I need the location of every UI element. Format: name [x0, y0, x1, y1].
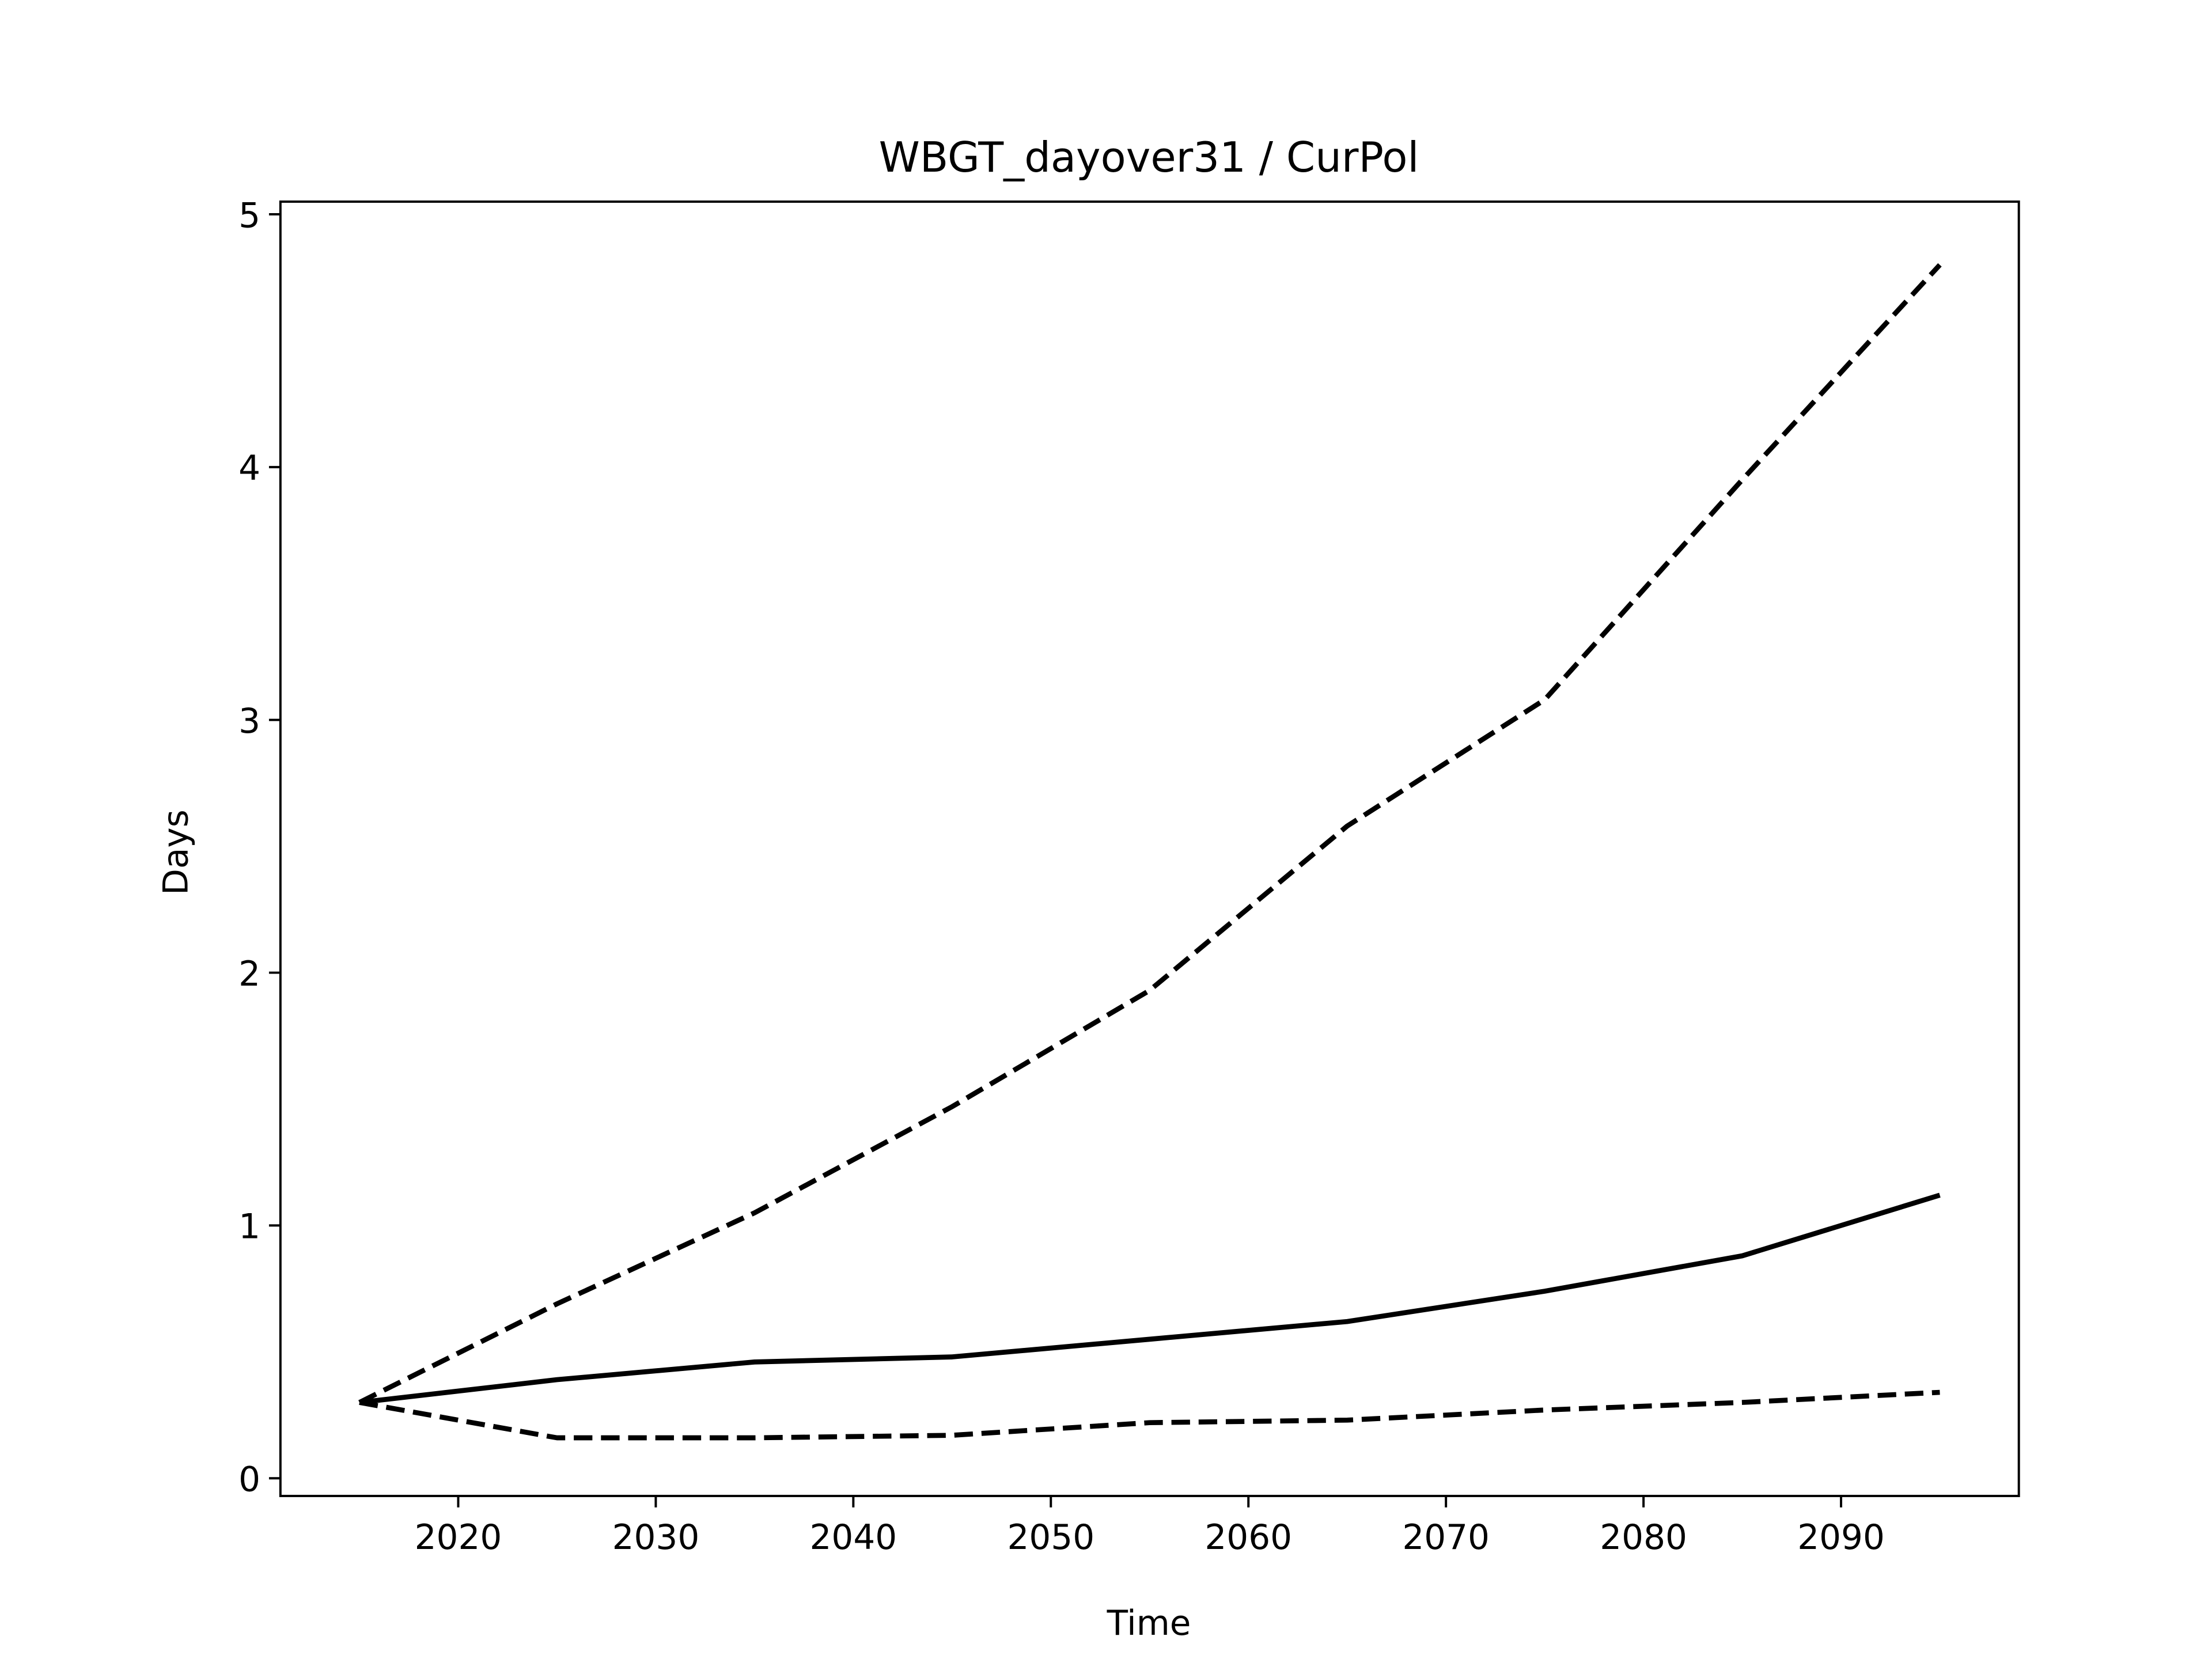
x-tick-label: 2070 [1402, 1518, 1490, 1558]
line-series [359, 1389, 1940, 1441]
y-tick-label: 3 [238, 702, 260, 741]
y-axis-label: Days [156, 809, 196, 895]
x-tick-label: 2020 [415, 1518, 502, 1558]
y-tick-label: 1 [238, 1207, 260, 1247]
x-tick-label: 2050 [1007, 1518, 1094, 1558]
x-axis-label: Time [1107, 1604, 1191, 1643]
y-tick-label: 5 [238, 196, 260, 236]
y-tick-label: 4 [238, 449, 260, 488]
y-tick-label: 0 [238, 1460, 260, 1500]
x-tick-label: 2040 [810, 1518, 897, 1558]
y-tick-label: 2 [238, 955, 260, 994]
x-tick-label: 2090 [1797, 1518, 1885, 1558]
plot-frame [279, 200, 2020, 1497]
x-tick-label: 2030 [612, 1518, 700, 1558]
chart-title: WBGT_dayover31 / CurPol [879, 133, 1419, 181]
x-tick-label: 2080 [1600, 1518, 1687, 1558]
x-tick-label: 2060 [1205, 1518, 1292, 1558]
line-series [359, 1192, 1941, 1405]
line-series [358, 263, 1942, 1405]
